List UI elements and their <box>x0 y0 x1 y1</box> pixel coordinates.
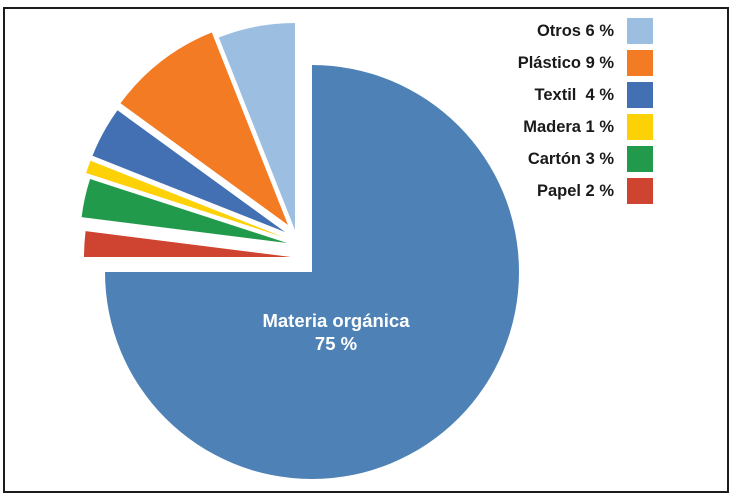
legend-item-madera: Madera 1 % <box>423 114 653 140</box>
legend-item-textil: Textil 4 % <box>423 82 653 108</box>
legend-label: Otros 6 % <box>536 21 614 40</box>
pie-slice-madera <box>86 160 283 237</box>
pie-slice-plastico <box>120 32 288 225</box>
pie-slice-materia-organica <box>105 65 519 479</box>
legend-label: Textil 4 % <box>534 85 614 104</box>
legend-swatch <box>627 18 653 44</box>
legend-label: Papel 2 % <box>536 181 614 200</box>
legend: Otros 6 % Plástico 9 % Textil 4 % Madera 1 … <box>423 18 653 210</box>
pie-slices <box>81 22 519 479</box>
legend-item-otros: Otros 6 % <box>423 18 653 44</box>
legend-label: Cartón 3 % <box>527 149 614 168</box>
pie-center-label-line1: Materia orgánica <box>262 310 410 331</box>
legend-label: Plástico 9 % <box>517 53 614 72</box>
legend-swatch <box>627 114 653 140</box>
legend-swatch <box>627 146 653 172</box>
legend-swatch <box>627 178 653 204</box>
pie-center-label-line2: 75 % <box>315 333 357 354</box>
legend-item-papel: Papel 2 % <box>423 178 653 204</box>
pie-slice-otros <box>218 22 295 230</box>
legend-swatch <box>627 82 653 108</box>
pie-slice-carton <box>81 179 287 243</box>
legend-swatch <box>627 50 653 76</box>
pie-slice-textil <box>92 110 285 232</box>
legend-item-plastico: Plástico 9 % <box>423 50 653 76</box>
legend-label: Madera 1 % <box>523 117 614 136</box>
pie-slice-papel <box>83 231 292 257</box>
legend-item-carton: Cartón 3 % <box>423 146 653 172</box>
